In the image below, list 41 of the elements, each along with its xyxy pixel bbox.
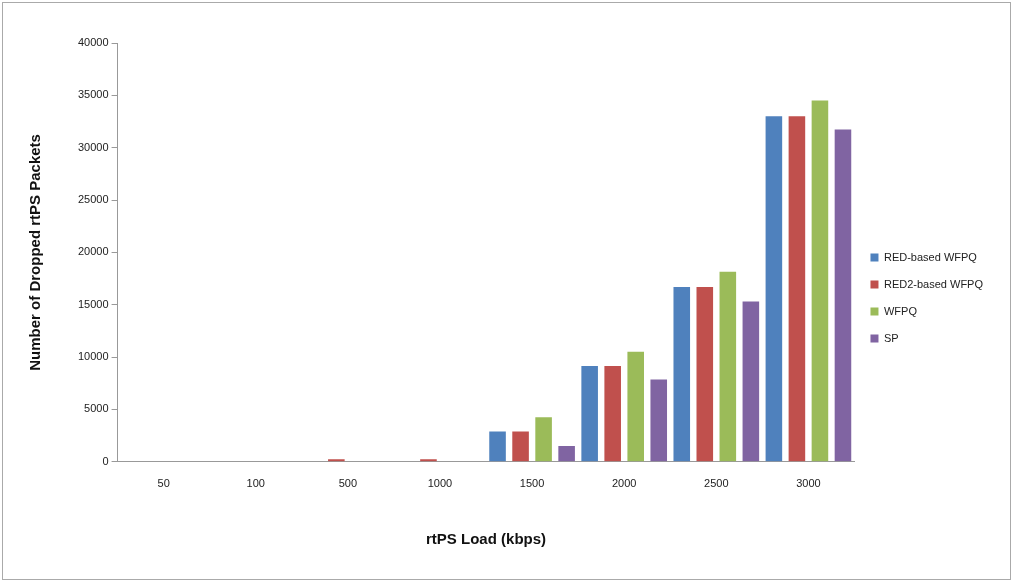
y-tick-label: 5000 (84, 402, 109, 415)
bar (581, 366, 598, 462)
legend-label: SP (883, 331, 899, 344)
bar (512, 431, 529, 462)
bar (834, 129, 852, 462)
y-tick-label: 10000 (77, 350, 109, 363)
bar (788, 116, 806, 462)
bar (604, 366, 621, 462)
bar (627, 351, 644, 462)
y-tick-label: 0 (102, 454, 109, 467)
x-axis-title: rtPS Load (kbps) (426, 530, 547, 548)
legend-label: WFPQ (883, 304, 918, 317)
y-tick-label: 35000 (77, 88, 109, 101)
legend-label: RED-based WFPQ (883, 250, 978, 263)
x-tick-label: 2000 (611, 477, 637, 490)
y-tick-label: 30000 (77, 140, 109, 153)
x-tick-label: 3000 (796, 477, 821, 490)
bar (535, 417, 552, 462)
bar (719, 271, 737, 462)
bar (742, 301, 760, 462)
y-tick-label: 25000 (77, 193, 109, 206)
bar (765, 116, 783, 462)
y-axis-title: Number of Dropped rtPS Packets (26, 134, 44, 371)
x-tick-label: 1000 (427, 477, 453, 490)
x-tick-label: 500 (338, 477, 358, 490)
x-tick-label: 100 (246, 477, 265, 490)
bar (696, 286, 714, 462)
bar (673, 286, 691, 462)
x-tick-label: 2500 (704, 477, 729, 490)
x-tick-label: 50 (157, 477, 170, 490)
legend-label: RED2-based WFPQ (883, 277, 984, 290)
bar (420, 459, 437, 462)
bar (558, 446, 575, 462)
bar (328, 459, 345, 462)
bar (650, 379, 668, 462)
y-tick-label: 40000 (77, 36, 109, 49)
x-tick-label: 1500 (519, 477, 545, 490)
y-tick-label: 20000 (77, 245, 109, 258)
y-tick-label: 15000 (77, 297, 109, 310)
bar (489, 431, 506, 462)
bar (811, 100, 829, 462)
